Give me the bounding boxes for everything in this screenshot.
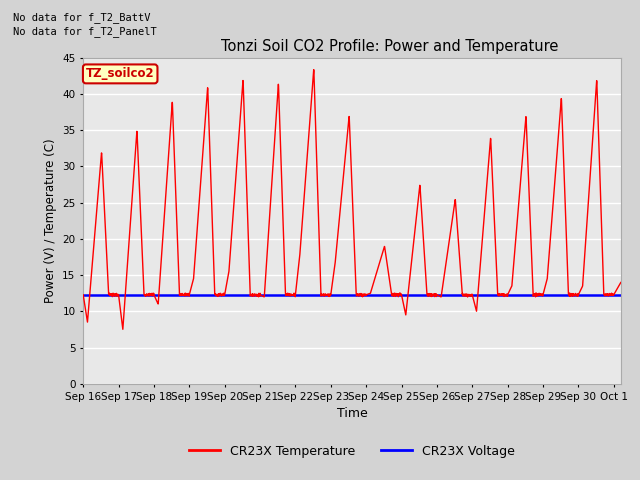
Legend: CR23X Temperature, CR23X Voltage: CR23X Temperature, CR23X Voltage — [184, 440, 520, 463]
Title: Tonzi Soil CO2 Profile: Power and Temperature: Tonzi Soil CO2 Profile: Power and Temper… — [221, 39, 558, 54]
Y-axis label: Power (V) / Temperature (C): Power (V) / Temperature (C) — [44, 139, 57, 303]
Text: TZ_soilco2: TZ_soilco2 — [86, 67, 154, 80]
Text: No data for f_T2_PanelT: No data for f_T2_PanelT — [13, 26, 157, 37]
X-axis label: Time: Time — [337, 407, 367, 420]
Text: No data for f_T2_BattV: No data for f_T2_BattV — [13, 12, 150, 23]
